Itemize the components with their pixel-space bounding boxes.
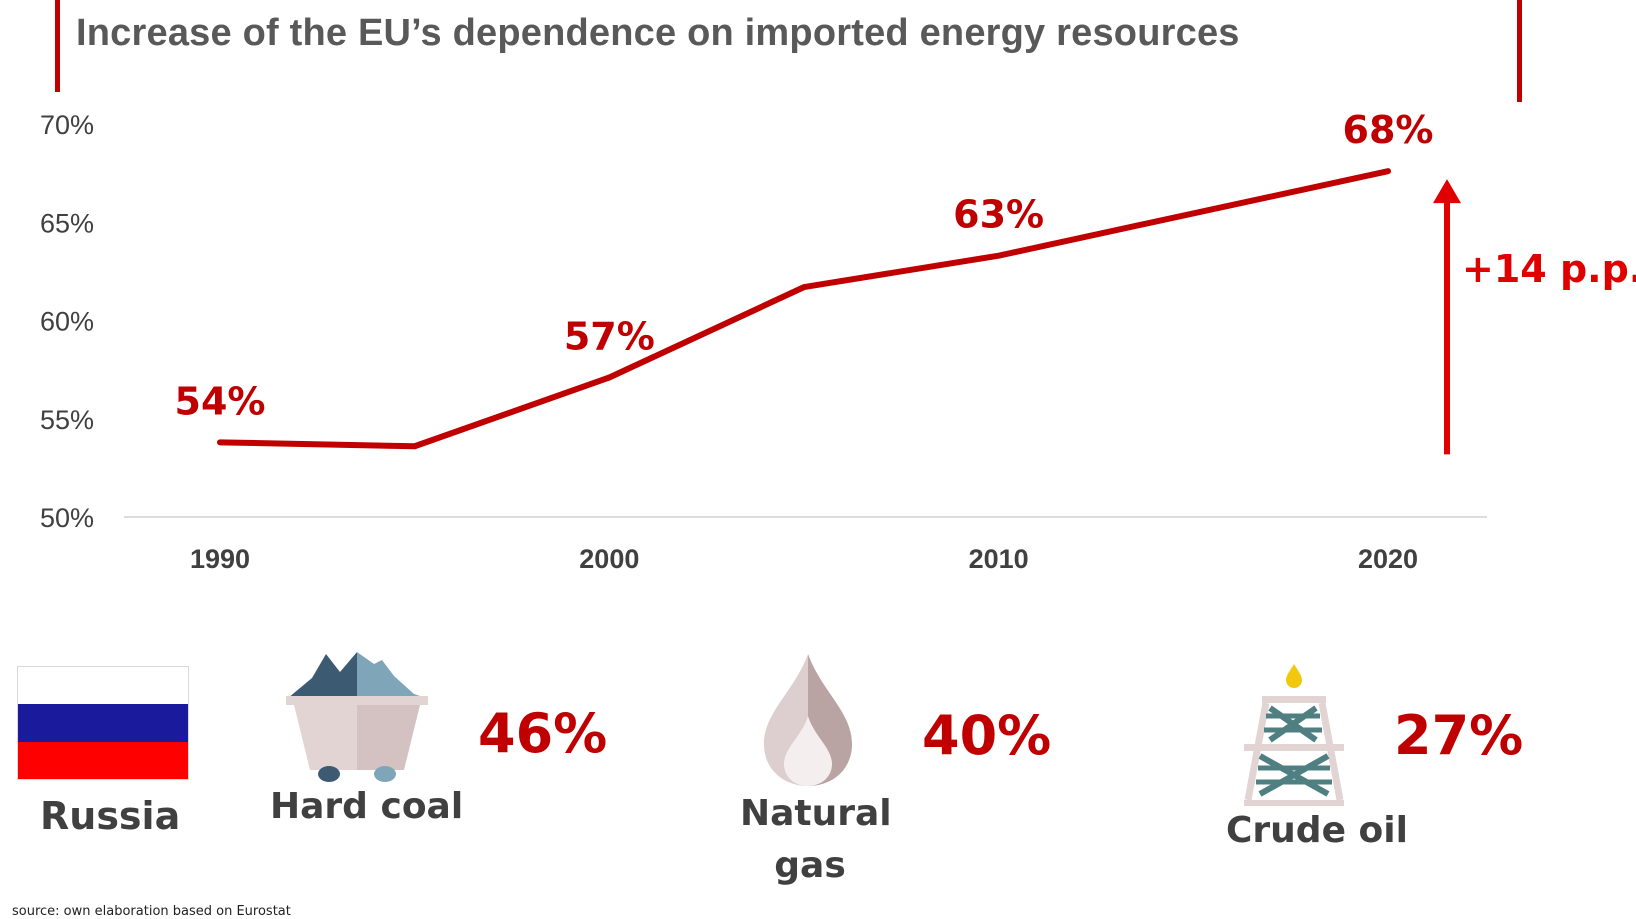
series-line <box>217 168 1391 450</box>
crude-oil-label: Crude oil <box>1226 810 1408 851</box>
oil-rig-icon <box>1244 664 1344 806</box>
title-accent-left <box>55 0 60 92</box>
x-tick-label: 2000 <box>579 544 639 574</box>
y-tick-label: 50% <box>40 503 94 533</box>
crude-oil-value: 27% <box>1394 704 1524 767</box>
country-label: Russia <box>40 794 181 838</box>
line-chart: 50% 55% 60% 65% 70% 1990 2000 2010 2020 54% 57% 6… <box>40 108 1636 574</box>
data-label: 63% <box>953 193 1044 237</box>
coal-cart-icon <box>286 652 428 782</box>
y-tick-label: 60% <box>40 307 94 337</box>
flag-stripe-white <box>18 667 188 705</box>
natural-gas-value: 40% <box>922 704 1052 767</box>
source-note: source: own elaboration based on Eurosta… <box>12 904 291 919</box>
x-tick-label: 2020 <box>1358 544 1418 574</box>
russia-flag <box>17 666 189 780</box>
x-tick-label: 1990 <box>190 544 250 574</box>
natural-gas-label-line1: Natural <box>740 793 892 834</box>
y-tick-label: 65% <box>40 208 94 238</box>
data-label: 54% <box>175 379 266 423</box>
data-label: 68% <box>1343 108 1434 152</box>
natural-gas-label-line2: gas <box>774 845 846 886</box>
natural-gas-label: Natural gas <box>740 788 892 892</box>
hard-coal-value: 46% <box>478 702 608 765</box>
flag-stripe-blue <box>18 704 188 742</box>
chart-title: Increase of the EU’s dependence on impor… <box>76 12 1240 54</box>
increase-annotation: +14 p.p. <box>1462 247 1636 291</box>
flag-stripe-red <box>18 741 188 779</box>
flame-icon <box>764 654 852 786</box>
increase-arrow-head <box>1433 179 1461 204</box>
y-tick-label: 70% <box>40 110 94 140</box>
x-tick-label: 2010 <box>969 544 1029 574</box>
hard-coal-label: Hard coal <box>270 786 464 827</box>
y-tick-label: 55% <box>40 405 94 435</box>
data-label: 57% <box>564 314 655 358</box>
title-accent-right <box>1517 0 1522 102</box>
